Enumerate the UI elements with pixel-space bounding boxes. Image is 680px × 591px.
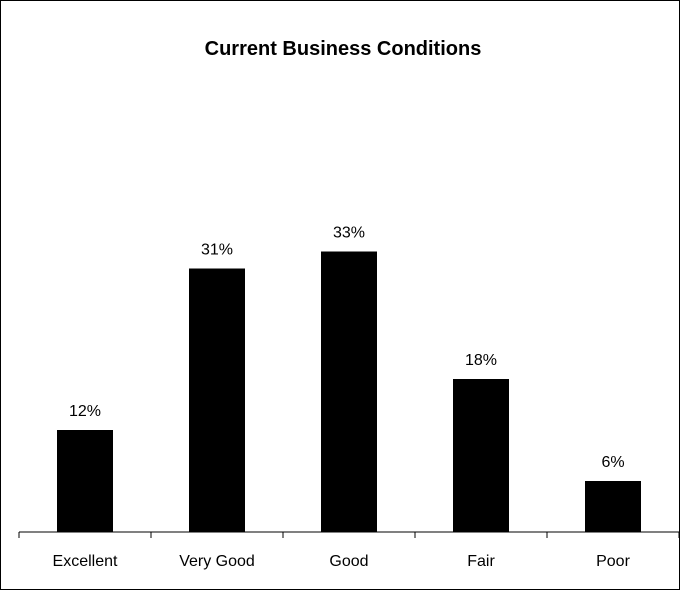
- bar-fair: [453, 379, 509, 532]
- bar-excellent: [57, 430, 113, 532]
- bar-good: [321, 251, 377, 532]
- x-tick-label: Poor: [596, 553, 630, 570]
- data-label: 31%: [201, 242, 233, 259]
- x-tick-label: Good: [329, 553, 368, 570]
- bar-poor: [585, 481, 641, 532]
- data-label: 6%: [601, 454, 624, 471]
- chart-title: Current Business Conditions: [205, 38, 482, 60]
- data-label: 12%: [69, 403, 101, 420]
- data-label: 33%: [333, 225, 365, 242]
- x-tick-label: Very Good: [179, 553, 255, 570]
- data-label: 18%: [465, 352, 497, 369]
- bar-very-good: [189, 268, 245, 532]
- x-tick-label: Fair: [467, 553, 495, 570]
- x-tick-label: Excellent: [53, 553, 118, 570]
- plot-area: 12% Excellent 31% Very Good 33% Good 18% Fair 6%…: [18, 225, 680, 570]
